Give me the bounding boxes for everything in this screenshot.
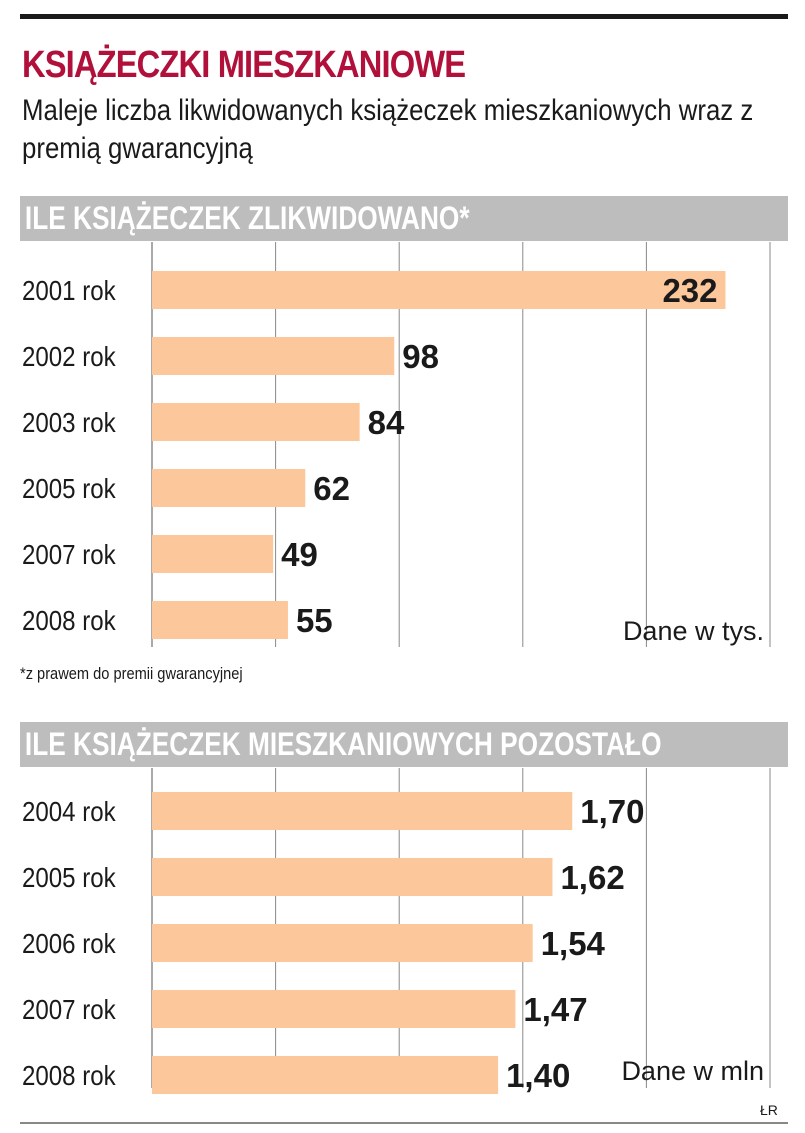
chart2-bar bbox=[152, 924, 533, 962]
chart2-value-label: 1,70 bbox=[580, 793, 644, 830]
chart1-value-label: 49 bbox=[281, 536, 318, 573]
chart2-category-label: 2008 rok bbox=[22, 1059, 117, 1091]
chart2-category-label: 2004 rok bbox=[22, 795, 117, 827]
chart1-category-label: 2001 rok bbox=[22, 274, 117, 306]
credit: ŁR bbox=[760, 1102, 778, 1118]
chart2-value-label: 1,54 bbox=[541, 925, 606, 962]
chart-liquidated-svg: 2001 rok 232 2002 rok 98 2003 rok 84 2005 rok 6… bbox=[22, 242, 771, 647]
chart1-bar bbox=[152, 601, 288, 639]
chart1-category-label: 2002 rok bbox=[22, 340, 117, 372]
chart2-unit-note: Dane w mln bbox=[621, 1056, 764, 1086]
chart2-title: ILE KSIĄŻECZEK MIESZKANIOWYCH POZOSTAŁO bbox=[24, 726, 662, 762]
chart2-value-label: 1,47 bbox=[523, 991, 587, 1028]
page-subtitle: Maleje liczba likwidowanych książeczek m… bbox=[22, 94, 754, 165]
chart-remaining-svg: 2004 rok 1,70 2005 rok 1,62 2006 rok 1,54 2007… bbox=[22, 768, 771, 1094]
chart2-bar bbox=[152, 792, 573, 830]
chart-remaining: 2004 rok 1,70 2005 rok 1,62 2006 rok 1,54 2007… bbox=[0, 768, 805, 1100]
chart2-category-label: 2006 rok bbox=[22, 927, 117, 959]
footnote: *z prawem do premii gwarancyjnej bbox=[20, 664, 243, 683]
bottom-rule bbox=[20, 1122, 788, 1124]
chart1-bar bbox=[152, 535, 274, 573]
chart1-category-label: 2008 rok bbox=[22, 604, 117, 636]
chart2-header: ILE KSIĄŻECZEK MIESZKANIOWYCH POZOSTAŁO bbox=[20, 722, 788, 767]
chart1-title: ILE KSIĄŻECZEK ZLIKWIDOWANO* bbox=[24, 200, 470, 236]
chart1-value-label: 55 bbox=[296, 602, 333, 639]
chart1-bar bbox=[152, 403, 360, 441]
chart1-bar bbox=[152, 469, 306, 507]
top-rule bbox=[20, 14, 788, 19]
chart1-header: ILE KSIĄŻECZEK ZLIKWIDOWANO* bbox=[20, 196, 788, 241]
chart2-category-label: 2005 rok bbox=[22, 861, 117, 893]
chart2-bar bbox=[152, 1056, 499, 1094]
chart1-value-label: 232 bbox=[662, 272, 717, 309]
chart1-category-label: 2007 rok bbox=[22, 538, 117, 570]
chart2-value-label: 1,40 bbox=[506, 1057, 570, 1094]
chart1-bar bbox=[152, 337, 395, 375]
chart1-category-label: 2005 rok bbox=[22, 472, 117, 504]
page-title: KSIĄŻECZKI MIESZKANIOWE bbox=[22, 44, 466, 86]
chart2-category-label: 2007 rok bbox=[22, 993, 117, 1025]
chart1-value-label: 98 bbox=[402, 338, 439, 375]
chart1-unit-note: Dane w tys. bbox=[623, 616, 764, 646]
chart1-value-label: 84 bbox=[368, 404, 405, 441]
chart2-bar bbox=[152, 990, 516, 1028]
chart-liquidated: 2001 rok 232 2002 rok 98 2003 rok 84 2005 rok 6… bbox=[0, 242, 805, 652]
chart1-category-label: 2003 rok bbox=[22, 406, 117, 438]
chart2-bar bbox=[152, 858, 553, 896]
chart2-value-label: 1,62 bbox=[560, 859, 624, 896]
chart1-bar bbox=[152, 271, 726, 309]
chart1-value-label: 62 bbox=[313, 470, 350, 507]
